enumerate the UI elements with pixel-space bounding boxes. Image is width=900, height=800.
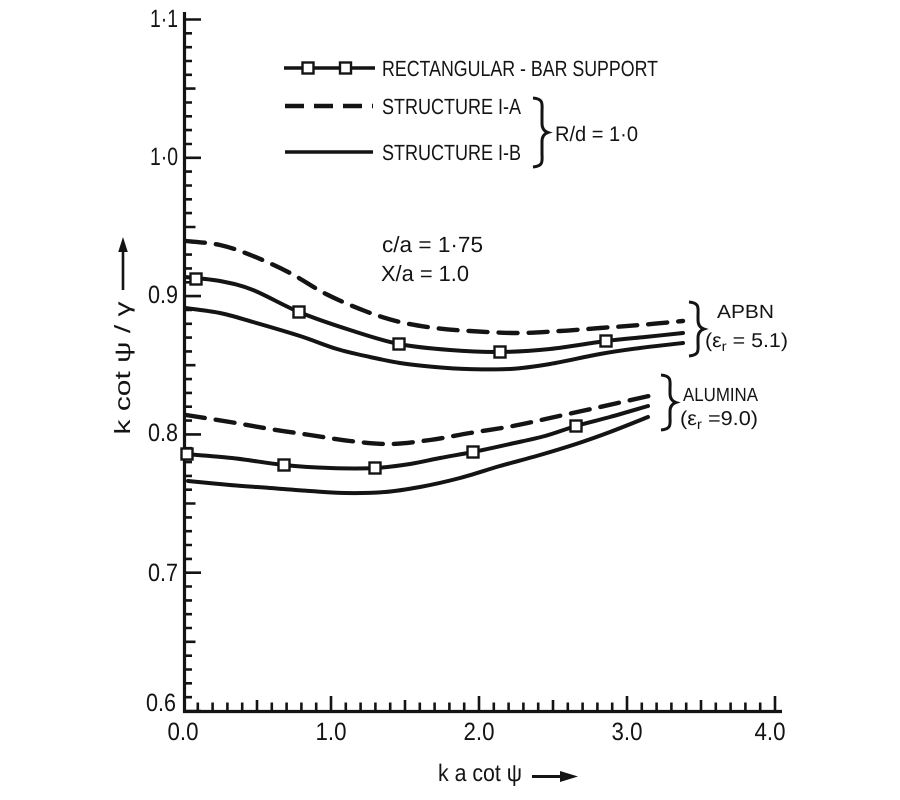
svg-text:k a cot ψ: k a cot ψ — [438, 760, 522, 787]
svg-text:STRUCTURE I-A: STRUCTURE I-A — [382, 94, 521, 119]
svg-text:STRUCTURE I-B: STRUCTURE I-B — [382, 140, 521, 165]
svg-text:1·0: 1·0 — [150, 143, 178, 171]
svg-text:ALUMINA: ALUMINA — [683, 385, 758, 406]
svg-text:0.7: 0.7 — [148, 559, 178, 587]
svg-text:X/a = 1.0: X/a = 1.0 — [381, 261, 469, 286]
svg-text:RECTANGULAR - BAR SUPPORT: RECTANGULAR - BAR SUPPORT — [382, 56, 658, 81]
svg-text:0.6: 0.6 — [146, 689, 176, 717]
svg-text:1·1: 1·1 — [150, 5, 178, 33]
svg-text:k cot ψ / γ: k cot ψ / γ — [110, 302, 135, 435]
svg-text:0.8: 0.8 — [148, 419, 178, 447]
svg-text:4.0: 4.0 — [755, 718, 786, 746]
svg-text:(εr = 5.1): (εr = 5.1) — [705, 330, 788, 354]
svg-text:0.0: 0.0 — [168, 718, 199, 746]
svg-text:c/a = 1·75: c/a = 1·75 — [382, 232, 483, 257]
svg-text:APBN: APBN — [717, 302, 774, 323]
svg-text:0.9: 0.9 — [148, 281, 178, 309]
svg-text:2.0: 2.0 — [464, 718, 495, 746]
svg-text:1.0: 1.0 — [316, 718, 347, 746]
svg-text:R/d = 1·0: R/d = 1·0 — [555, 123, 638, 146]
svg-text:3.0: 3.0 — [612, 718, 643, 746]
svg-text:(εr =9.0): (εr =9.0) — [680, 408, 758, 432]
